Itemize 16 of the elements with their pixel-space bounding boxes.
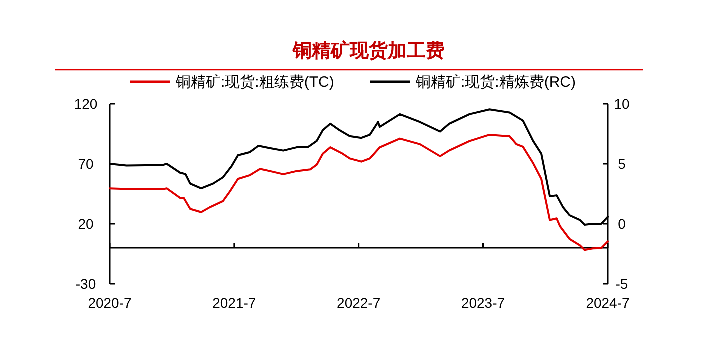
y-tick-label: 70	[78, 156, 94, 172]
legend-label: 铜精矿:现货:精炼费(RC)	[415, 74, 576, 91]
y-tick-label: -30	[76, 276, 96, 292]
y2-tick-label: 10	[614, 96, 630, 112]
y-tick-label: 20	[78, 216, 94, 232]
x-tick-label: 2022-7	[337, 295, 381, 311]
x-tick-label: 2023-7	[461, 295, 506, 311]
y2-tick-label: -5	[616, 276, 628, 292]
x-tick-label: 2024-7	[586, 295, 630, 311]
x-tick-label: 2020-7	[88, 295, 132, 311]
y2-tick-label: 0	[618, 216, 626, 232]
title: 铜精矿现货加工费	[293, 41, 445, 62]
y2-tick-label: 5	[618, 156, 626, 172]
y-tick-label: 120	[74, 96, 98, 112]
legend-label: 铜精矿:现货:粗练费(TC)	[175, 74, 334, 91]
x-tick-label: 2021-7	[212, 295, 256, 311]
